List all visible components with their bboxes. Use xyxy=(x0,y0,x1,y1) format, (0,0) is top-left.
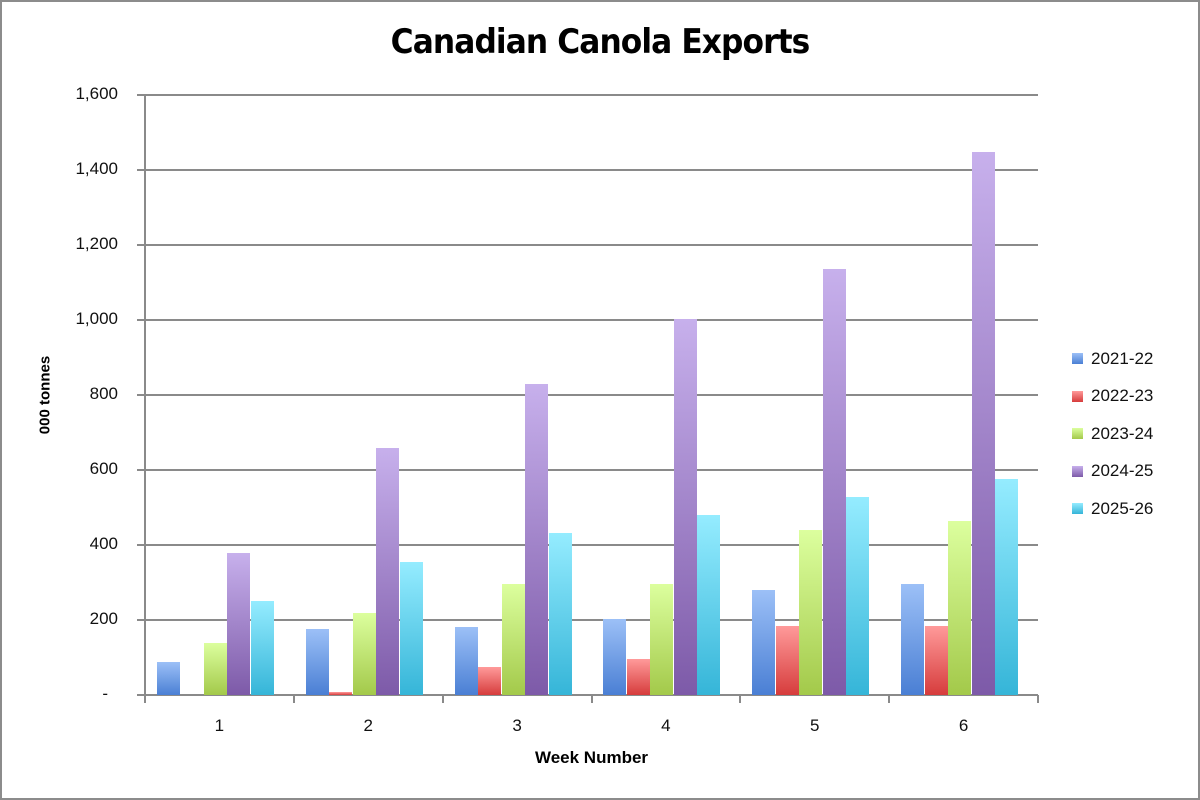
y-tick-label: 600 xyxy=(89,459,118,478)
bar-2021-22-week-2[interactable] xyxy=(305,629,329,695)
bar-2025-26-week-3[interactable] xyxy=(548,533,572,695)
x-tick xyxy=(441,695,444,703)
gridline xyxy=(137,169,1038,171)
y-tick-label: 200 xyxy=(89,609,118,628)
bar-2022-23-week-2[interactable] xyxy=(329,691,353,695)
bar-2022-23-week-5[interactable] xyxy=(775,626,799,695)
x-tick-label: 3 xyxy=(512,716,522,735)
bar-2025-26-week-4[interactable] xyxy=(697,514,721,695)
legend-swatch-icon xyxy=(1072,503,1083,515)
bar-2024-25-week-3[interactable] xyxy=(525,384,549,695)
bar-2025-26-week-1[interactable] xyxy=(250,600,274,695)
bar-2023-24-week-2[interactable] xyxy=(352,613,376,695)
gridline xyxy=(137,394,1038,396)
bar-2021-22-week-5[interactable] xyxy=(752,590,776,695)
gridline xyxy=(137,544,1038,546)
gridline xyxy=(137,619,1038,621)
bar-2023-24-week-5[interactable] xyxy=(799,530,823,695)
legend-swatch-icon xyxy=(1072,353,1083,365)
gridline xyxy=(137,244,1038,246)
x-tick-label: 5 xyxy=(810,716,820,735)
bar-2023-24-week-6[interactable] xyxy=(948,521,972,695)
legend-item[interactable]: 2025-26 xyxy=(1072,490,1153,528)
legend-label: 2024-25 xyxy=(1091,461,1154,481)
x-tick-label: 2 xyxy=(363,716,373,735)
x-tick-label: 1 xyxy=(214,716,225,735)
x-tick xyxy=(1037,695,1039,703)
legend-swatch-icon xyxy=(1072,465,1083,477)
bar-2024-25-week-5[interactable] xyxy=(822,269,846,695)
legend-label: 2023-24 xyxy=(1091,423,1154,443)
bar-2023-24-week-3[interactable] xyxy=(501,584,525,695)
y-tick-label: 1,400 xyxy=(75,159,118,178)
x-tick xyxy=(590,695,593,703)
gridline xyxy=(137,94,1038,96)
bar-2025-26-week-5[interactable] xyxy=(846,496,870,695)
bar-2024-25-week-2[interactable] xyxy=(376,447,400,695)
y-tick-label: 800 xyxy=(89,384,118,403)
bar-2024-25-week-6[interactable] xyxy=(971,152,995,695)
legend-label: 2022-23 xyxy=(1091,386,1154,406)
bar-2021-22-week-6[interactable] xyxy=(901,584,925,695)
gridline xyxy=(137,694,1038,696)
bar-2021-22-week-4[interactable] xyxy=(603,618,627,695)
legend-label: 2021-22 xyxy=(1091,348,1154,368)
bar-2023-24-week-1[interactable] xyxy=(203,643,227,695)
chart-title: Canadian Canola Exports xyxy=(390,22,811,62)
gridline xyxy=(137,319,1038,321)
bar-2022-23-week-6[interactable] xyxy=(924,626,948,695)
legend-item[interactable]: 2022-23 xyxy=(1072,378,1153,416)
legend-item[interactable]: 2021-22 xyxy=(1072,340,1153,378)
gridline xyxy=(137,469,1038,471)
legend: 2021-22 2022-23 2023-24 2024-25 2025-26 xyxy=(1072,340,1153,528)
bar-2022-23-week-4[interactable] xyxy=(626,659,650,695)
y-tick-label: 400 xyxy=(89,534,118,553)
y-tick-label: 1,200 xyxy=(75,234,118,253)
legend-item[interactable]: 2023-24 xyxy=(1072,415,1153,453)
legend-item[interactable]: 2024-25 xyxy=(1072,453,1153,491)
y-tick-label: 1,000 xyxy=(75,309,118,328)
bar-2022-23-week-3[interactable] xyxy=(478,666,502,695)
y-tick-label: - xyxy=(102,684,108,703)
legend-swatch-icon xyxy=(1072,390,1083,402)
bar-2025-26-week-2[interactable] xyxy=(399,561,423,695)
bar-2024-25-week-1[interactable] xyxy=(227,552,251,695)
bar-2024-25-week-4[interactable] xyxy=(673,318,697,695)
x-tick xyxy=(739,695,742,703)
bar-2021-22-week-1[interactable] xyxy=(156,661,180,695)
y-tick-label: 1,600 xyxy=(75,84,118,103)
x-tick xyxy=(292,695,295,703)
x-tick-label: 4 xyxy=(661,716,671,735)
bar-2025-26-week-6[interactable] xyxy=(995,479,1019,695)
legend-swatch-icon xyxy=(1072,428,1083,440)
x-tick-label: 6 xyxy=(958,716,969,735)
x-tick xyxy=(888,695,891,703)
x-axis-label: Week Number xyxy=(534,748,649,767)
bar-2023-24-week-4[interactable] xyxy=(650,584,674,695)
y-axis-line xyxy=(144,95,146,703)
legend-label: 2025-26 xyxy=(1091,498,1154,518)
bar-2021-22-week-3[interactable] xyxy=(454,626,478,695)
